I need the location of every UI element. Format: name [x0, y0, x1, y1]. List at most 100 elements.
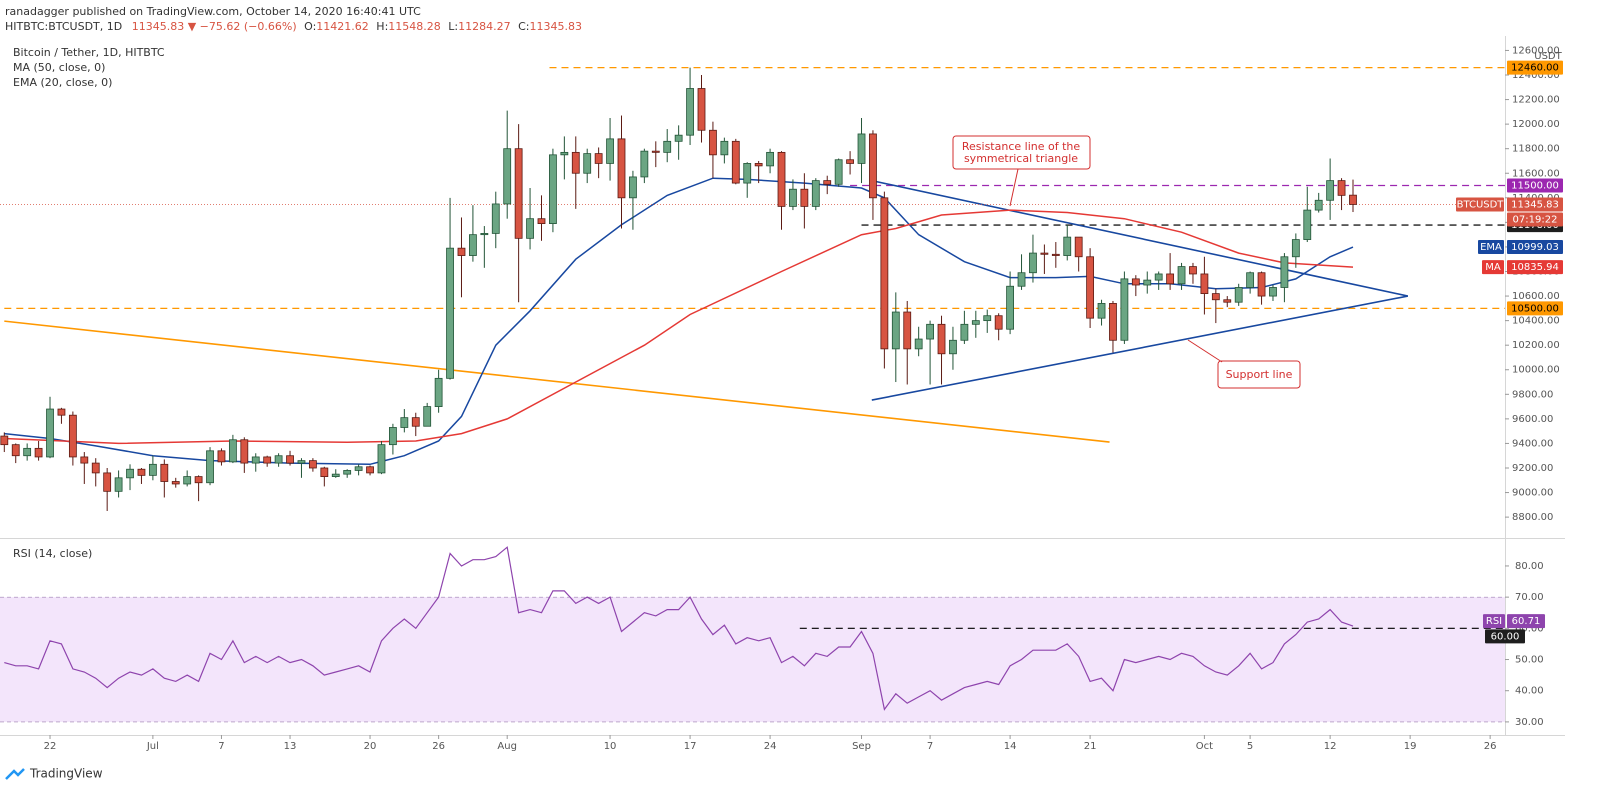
- rsi-level-label-box: [1485, 629, 1525, 644]
- level-label-box: [1507, 60, 1563, 75]
- x-tick-label: Sep: [852, 741, 871, 752]
- candle-body: [263, 456, 272, 464]
- candle-body: [777, 151, 786, 207]
- y-tick-label: 40.00: [1515, 686, 1544, 697]
- candle-body: [720, 140, 729, 156]
- candle-body: [297, 460, 306, 464]
- y-tick-label: 10000.00: [1512, 365, 1560, 376]
- ma-line: [4, 209, 1354, 445]
- candle-body: [1086, 256, 1095, 319]
- x-tick-label: 26: [432, 741, 445, 752]
- candle-body: [1349, 194, 1357, 205]
- candle-body: [68, 414, 77, 458]
- x-tick-label: 20: [364, 741, 377, 752]
- level-label: 10500.00: [1511, 303, 1559, 314]
- candle-body: [869, 133, 877, 199]
- y-tick-label: 11600.00: [1512, 168, 1560, 179]
- candle-body: [1177, 266, 1186, 285]
- y-tick-label: 11800.00: [1512, 144, 1560, 155]
- candle-body: [91, 462, 100, 474]
- x-tick-label: 7: [218, 741, 224, 752]
- candle-body: [743, 163, 752, 184]
- candle-body: [137, 468, 146, 476]
- x-tick-label: 26: [1484, 741, 1497, 752]
- y-tick-label: 12000.00: [1512, 119, 1560, 130]
- candle-body: [617, 138, 626, 199]
- under-layer: [0, 66, 1505, 723]
- candle-body: [274, 455, 283, 464]
- candle-body: [800, 188, 809, 207]
- candle-body: [549, 154, 557, 225]
- candle-body: [606, 138, 614, 164]
- legend-entry: EMA (20, close, 0): [13, 76, 112, 89]
- candle-body: [1074, 236, 1083, 258]
- level-label: 11500.00: [1511, 181, 1559, 192]
- candle-body: [377, 444, 386, 474]
- candle-body: [183, 476, 192, 485]
- candle-body: [1211, 293, 1220, 301]
- candle-body: [0, 435, 9, 446]
- candle-body: [1097, 303, 1106, 319]
- candle-body: [1166, 273, 1175, 285]
- series-name: MA: [1485, 262, 1501, 273]
- candle-body: [1280, 256, 1289, 288]
- annotation-arrow: [1009, 168, 1019, 207]
- candle-body: [343, 470, 352, 475]
- candle-body: [1303, 209, 1312, 240]
- symbol: HITBTC:BTCUSDT, 1D: [5, 20, 122, 33]
- candle-body: [971, 320, 980, 325]
- candle-body: [228, 439, 237, 463]
- candle-body: [1326, 180, 1335, 201]
- candle-body: [731, 140, 740, 184]
- candle-body: [686, 88, 694, 136]
- x-tick-label: Jul: [146, 741, 159, 752]
- candle-body: [560, 151, 569, 156]
- y-tick-label: 10200.00: [1512, 340, 1560, 351]
- candle-body: [1246, 272, 1255, 288]
- ohlc-value: 11345.83: [530, 20, 583, 33]
- candle-body: [331, 473, 340, 477]
- last-price: 11345.83: [1511, 199, 1559, 210]
- candle-body: [1017, 272, 1026, 287]
- candle-body: [434, 377, 443, 407]
- candle-body: [674, 134, 683, 142]
- countdown-box: [1507, 212, 1563, 227]
- candle-body: [537, 218, 546, 225]
- candle-body: [400, 417, 409, 428]
- level-label: 12460.00: [1511, 63, 1559, 74]
- candle-body: [880, 197, 889, 350]
- candle-body: [846, 159, 854, 164]
- candle-body: [57, 408, 66, 416]
- candle-body: [354, 466, 363, 471]
- candle-body: [160, 463, 169, 482]
- candle-body: [834, 159, 843, 185]
- candle-body: [823, 180, 832, 185]
- rsi-title: RSI (14, close): [13, 547, 92, 560]
- series-value-box: [1507, 260, 1563, 275]
- candle-body: [1234, 287, 1243, 303]
- candle-body: [754, 163, 763, 167]
- countdown: 07:19:22: [1513, 214, 1558, 225]
- symbol: BTCUSDT: [1457, 199, 1505, 210]
- candle-body: [926, 323, 934, 340]
- x-tick-label: Oct: [1196, 741, 1213, 752]
- candle-body: [23, 447, 32, 457]
- candle-body: [217, 450, 226, 463]
- trendline: [871, 295, 1409, 401]
- annotation-text: Support line: [1226, 368, 1293, 381]
- candle-body: [1109, 303, 1117, 341]
- x-tick-label: 12: [1324, 741, 1337, 752]
- rsi-line: [4, 546, 1354, 711]
- y-tick-label: 9600.00: [1512, 414, 1553, 425]
- rsi-band: [0, 597, 1505, 722]
- candle-body: [1143, 279, 1152, 286]
- x-tick-label: 21: [1084, 741, 1097, 752]
- series-name: EMA: [1480, 242, 1502, 253]
- rsi-name: RSI: [1486, 616, 1502, 627]
- y-tick-label: 12200.00: [1512, 95, 1560, 106]
- x-tick-label: Aug: [497, 741, 517, 752]
- candle-body: [709, 129, 717, 156]
- candle-body: [491, 203, 500, 234]
- candle-body: [1337, 180, 1346, 196]
